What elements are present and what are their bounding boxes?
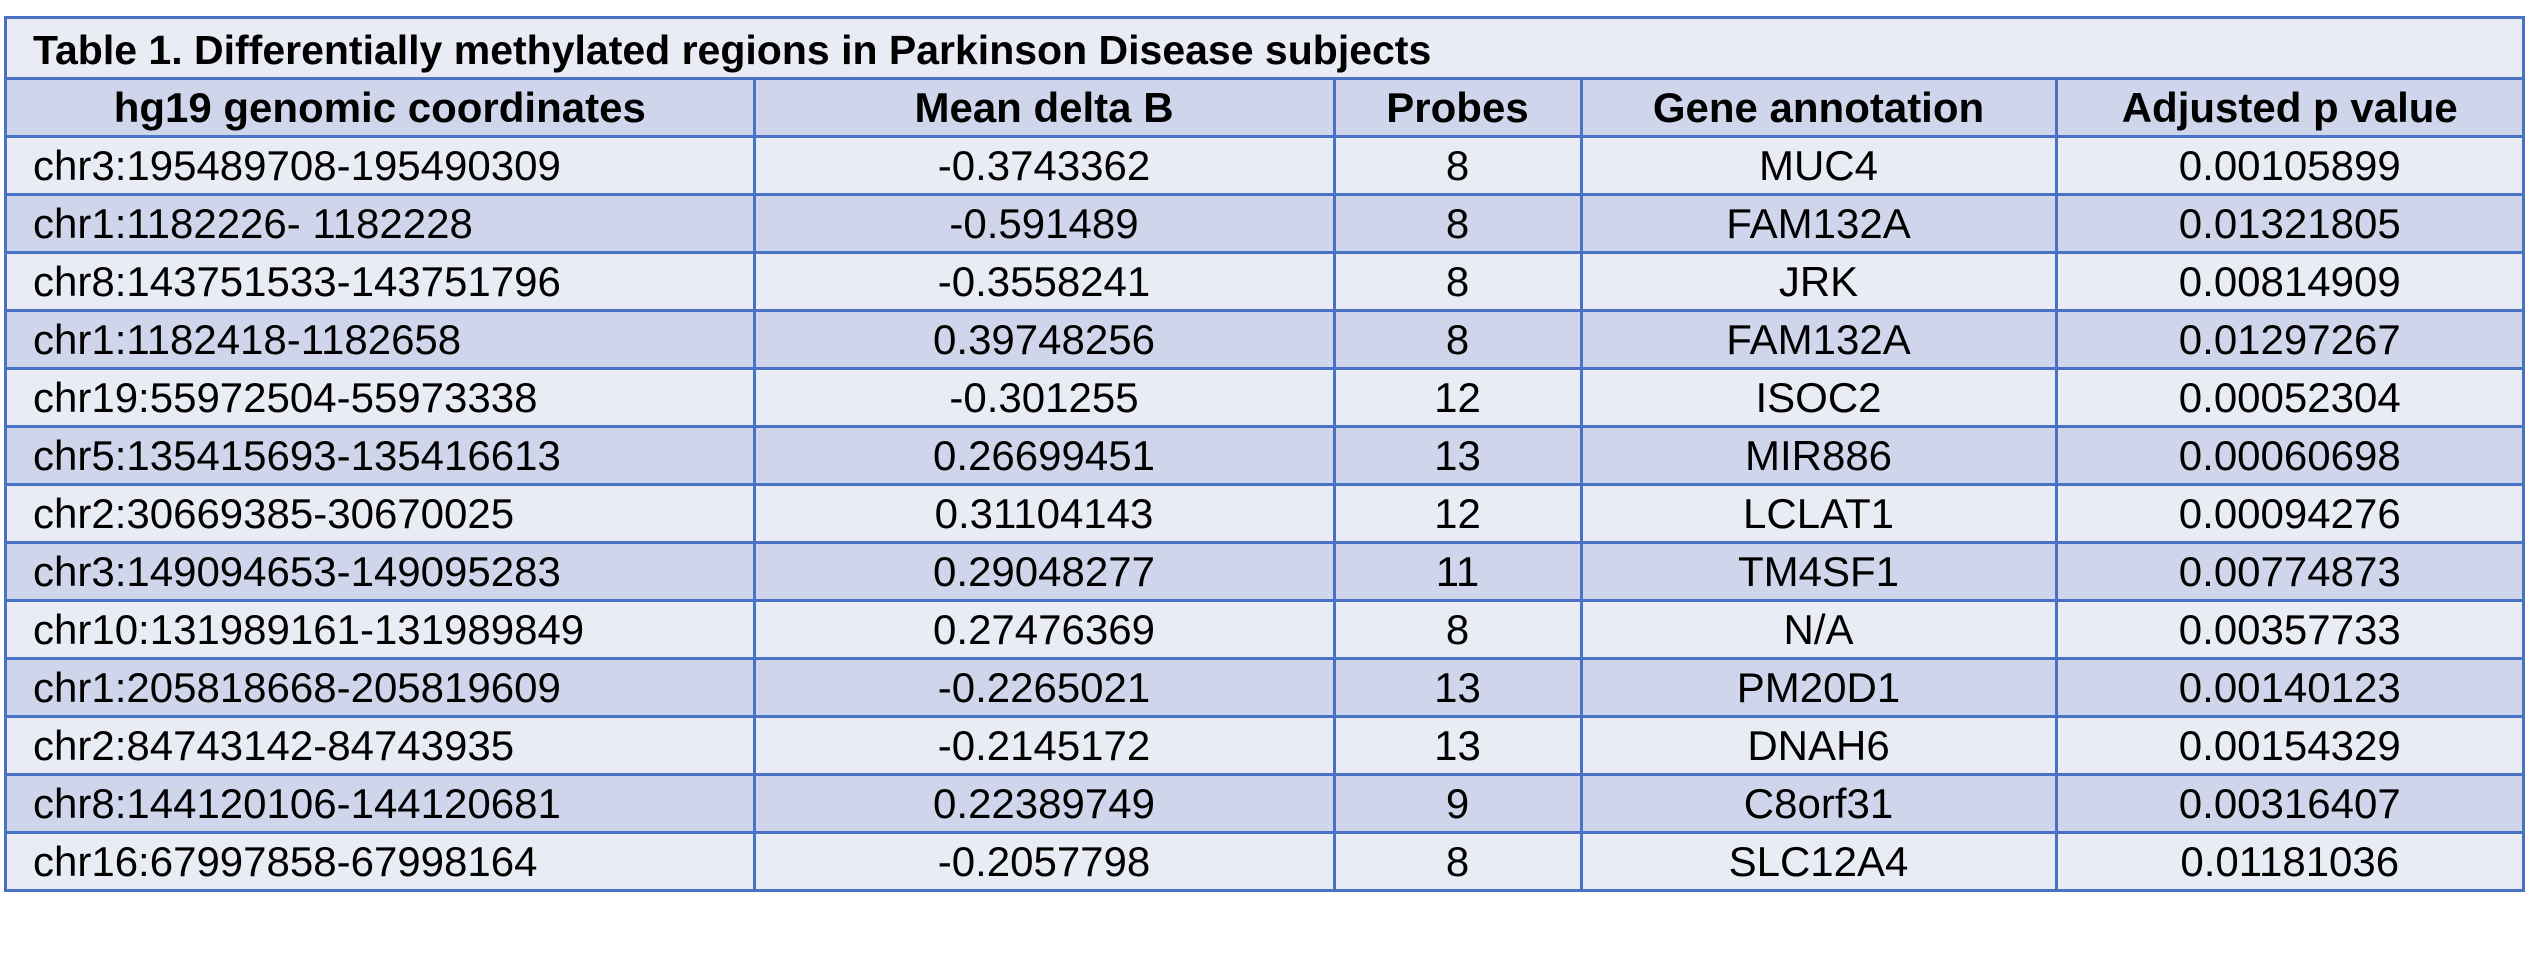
data-table: hg19 genomic coordinates Mean delta B Pr… bbox=[7, 80, 2522, 889]
table-row: chr1:205818668-205819609 -0.2265021 13 PM20… bbox=[7, 657, 2522, 718]
table-row: chr10:131989161-131989849 0.27476369 8 N/A 0… bbox=[7, 599, 2522, 660]
cell-mean-delta-b: 0.27476369 bbox=[752, 599, 1336, 660]
header-gene-annotation: Gene annotation bbox=[1579, 80, 2058, 138]
cell-coordinates: chr10:131989161-131989849 bbox=[7, 599, 756, 660]
cell-gene-annotation: DNAH6 bbox=[1579, 715, 2058, 776]
cell-gene-annotation: TM4SF1 bbox=[1579, 541, 2058, 602]
cell-probes: 12 bbox=[1332, 367, 1583, 428]
cell-adjusted-p-value: 0.00105899 bbox=[2054, 135, 2522, 196]
table-row: chr5:135415693-135416613 0.26699451 13 MIR8… bbox=[7, 425, 2522, 486]
cell-adjusted-p-value: 0.00060698 bbox=[2054, 425, 2522, 486]
cell-adjusted-p-value: 0.00094276 bbox=[2054, 483, 2522, 544]
table-row: chr3:195489708-195490309 -0.3743362 8 MUC4 0… bbox=[7, 135, 2522, 196]
header-row: hg19 genomic coordinates Mean delta B Pr… bbox=[7, 80, 2522, 138]
cell-gene-annotation: LCLAT1 bbox=[1579, 483, 2058, 544]
table-caption: Table 1. Differentially methylated regio… bbox=[7, 19, 2522, 80]
cell-gene-annotation: C8orf31 bbox=[1579, 773, 2058, 834]
cell-coordinates: chr5:135415693-135416613 bbox=[7, 425, 756, 486]
cell-probes: 8 bbox=[1332, 251, 1583, 312]
table-row: chr1:1182418-1182658 0.39748256 8 FAM132A 0.… bbox=[7, 309, 2522, 370]
table-row: chr1:1182226- 1182228 -0.591489 8 FAM132A 0.… bbox=[7, 193, 2522, 254]
cell-adjusted-p-value: 0.00052304 bbox=[2054, 367, 2522, 428]
table-row: chr16:67997858-67998164 -0.2057798 8 SLC12A… bbox=[7, 831, 2522, 889]
cell-adjusted-p-value: 0.00140123 bbox=[2054, 657, 2522, 718]
table-body: chr3:195489708-195490309 -0.3743362 8 MUC4 0… bbox=[7, 135, 2522, 889]
header-coordinates: hg19 genomic coordinates bbox=[7, 80, 756, 138]
cell-coordinates: chr8:143751533-143751796 bbox=[7, 251, 756, 312]
header-adjusted-p-value: Adjusted p value bbox=[2054, 80, 2522, 138]
cell-mean-delta-b: -0.591489 bbox=[752, 193, 1336, 254]
cell-mean-delta-b: -0.2057798 bbox=[752, 831, 1336, 889]
cell-probes: 13 bbox=[1332, 425, 1583, 486]
cell-gene-annotation: PM20D1 bbox=[1579, 657, 2058, 718]
cell-mean-delta-b: -0.3558241 bbox=[752, 251, 1336, 312]
cell-coordinates: chr1:205818668-205819609 bbox=[7, 657, 756, 718]
cell-mean-delta-b: 0.26699451 bbox=[752, 425, 1336, 486]
cell-coordinates: chr19:55972504-55973338 bbox=[7, 367, 756, 428]
cell-coordinates: chr3:195489708-195490309 bbox=[7, 135, 756, 196]
cell-coordinates: chr8:144120106-144120681 bbox=[7, 773, 756, 834]
cell-mean-delta-b: 0.31104143 bbox=[752, 483, 1336, 544]
cell-probes: 8 bbox=[1332, 193, 1583, 254]
cell-gene-annotation: N/A bbox=[1579, 599, 2058, 660]
table-row: chr8:144120106-144120681 0.22389749 9 C8orf… bbox=[7, 773, 2522, 834]
cell-probes: 9 bbox=[1332, 773, 1583, 834]
cell-gene-annotation: FAM132A bbox=[1579, 193, 2058, 254]
cell-adjusted-p-value: 0.00814909 bbox=[2054, 251, 2522, 312]
cell-mean-delta-b: -0.2145172 bbox=[752, 715, 1336, 776]
table-row: chr2:84743142-84743935 -0.2145172 13 DNAH6 0… bbox=[7, 715, 2522, 776]
cell-adjusted-p-value: 0.00316407 bbox=[2054, 773, 2522, 834]
table-row: chr3:149094653-149095283 0.29048277 11 TM4S… bbox=[7, 541, 2522, 602]
header-probes: Probes bbox=[1332, 80, 1583, 138]
cell-gene-annotation: MIR886 bbox=[1579, 425, 2058, 486]
cell-adjusted-p-value: 0.00154329 bbox=[2054, 715, 2522, 776]
table-row: chr2:30669385-30670025 0.31104143 12 LCLAT1… bbox=[7, 483, 2522, 544]
cell-gene-annotation: MUC4 bbox=[1579, 135, 2058, 196]
table-row: chr19:55972504-55973338 -0.301255 12 ISOC2 0… bbox=[7, 367, 2522, 428]
cell-adjusted-p-value: 0.01181036 bbox=[2054, 831, 2522, 889]
cell-adjusted-p-value: 0.00357733 bbox=[2054, 599, 2522, 660]
cell-adjusted-p-value: 0.01321805 bbox=[2054, 193, 2522, 254]
dmr-table: Table 1. Differentially methylated regio… bbox=[4, 16, 2525, 892]
cell-coordinates: chr2:84743142-84743935 bbox=[7, 715, 756, 776]
cell-gene-annotation: ISOC2 bbox=[1579, 367, 2058, 428]
cell-mean-delta-b: 0.39748256 bbox=[752, 309, 1336, 370]
cell-mean-delta-b: 0.29048277 bbox=[752, 541, 1336, 602]
cell-probes: 8 bbox=[1332, 135, 1583, 196]
cell-coordinates: chr1:1182418-1182658 bbox=[7, 309, 756, 370]
cell-coordinates: chr16:67997858-67998164 bbox=[7, 831, 756, 889]
table-row: chr8:143751533-143751796 -0.3558241 8 JRK 0.… bbox=[7, 251, 2522, 312]
cell-probes: 13 bbox=[1332, 715, 1583, 776]
cell-gene-annotation: JRK bbox=[1579, 251, 2058, 312]
cell-gene-annotation: FAM132A bbox=[1579, 309, 2058, 370]
cell-coordinates: chr3:149094653-149095283 bbox=[7, 541, 756, 602]
header-mean-delta-b: Mean delta B bbox=[752, 80, 1336, 138]
cell-adjusted-p-value: 0.00774873 bbox=[2054, 541, 2522, 602]
cell-mean-delta-b: -0.3743362 bbox=[752, 135, 1336, 196]
cell-probes: 13 bbox=[1332, 657, 1583, 718]
cell-probes: 8 bbox=[1332, 309, 1583, 370]
cell-probes: 12 bbox=[1332, 483, 1583, 544]
cell-probes: 8 bbox=[1332, 599, 1583, 660]
cell-gene-annotation: SLC12A4 bbox=[1579, 831, 2058, 889]
cell-probes: 11 bbox=[1332, 541, 1583, 602]
cell-coordinates: chr1:1182226- 1182228 bbox=[7, 193, 756, 254]
cell-mean-delta-b: -0.301255 bbox=[752, 367, 1336, 428]
cell-mean-delta-b: -0.2265021 bbox=[752, 657, 1336, 718]
cell-mean-delta-b: 0.22389749 bbox=[752, 773, 1336, 834]
cell-coordinates: chr2:30669385-30670025 bbox=[7, 483, 756, 544]
cell-probes: 8 bbox=[1332, 831, 1583, 889]
cell-adjusted-p-value: 0.01297267 bbox=[2054, 309, 2522, 370]
